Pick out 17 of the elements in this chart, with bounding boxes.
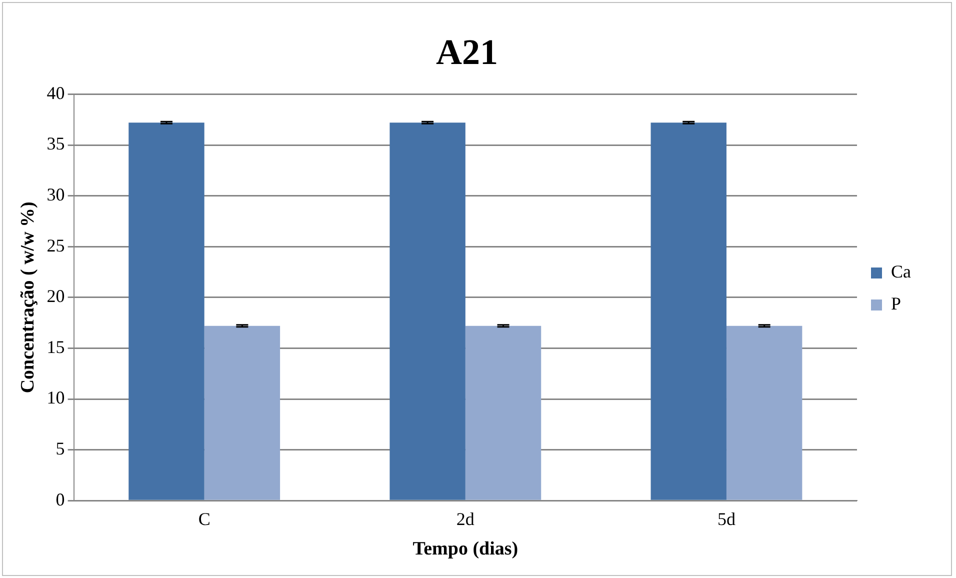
y-tick-label: 25 <box>46 235 65 256</box>
x-tick-label: 2d <box>456 509 474 530</box>
legend-label: Ca <box>891 262 912 282</box>
x-tick-label: C <box>198 509 210 530</box>
chart-title: A21 <box>436 32 498 72</box>
y-tick-label: 35 <box>46 134 65 154</box>
y-tick-label: 40 <box>46 82 65 103</box>
y-axis-title: Concentração ( w/w %) <box>17 202 38 394</box>
y-tick-label: 5 <box>56 438 65 459</box>
x-axis-title: Tempo (dias) <box>412 538 518 560</box>
y-tick-label: 15 <box>46 336 65 357</box>
y-tick-label: 20 <box>46 286 65 306</box>
legend-label: P <box>891 294 902 314</box>
y-tick-label: 10 <box>46 388 65 408</box>
x-tick-label: 5d <box>717 509 736 530</box>
y-tick-label: 0 <box>56 489 65 510</box>
y-tick-label: 30 <box>46 184 65 205</box>
